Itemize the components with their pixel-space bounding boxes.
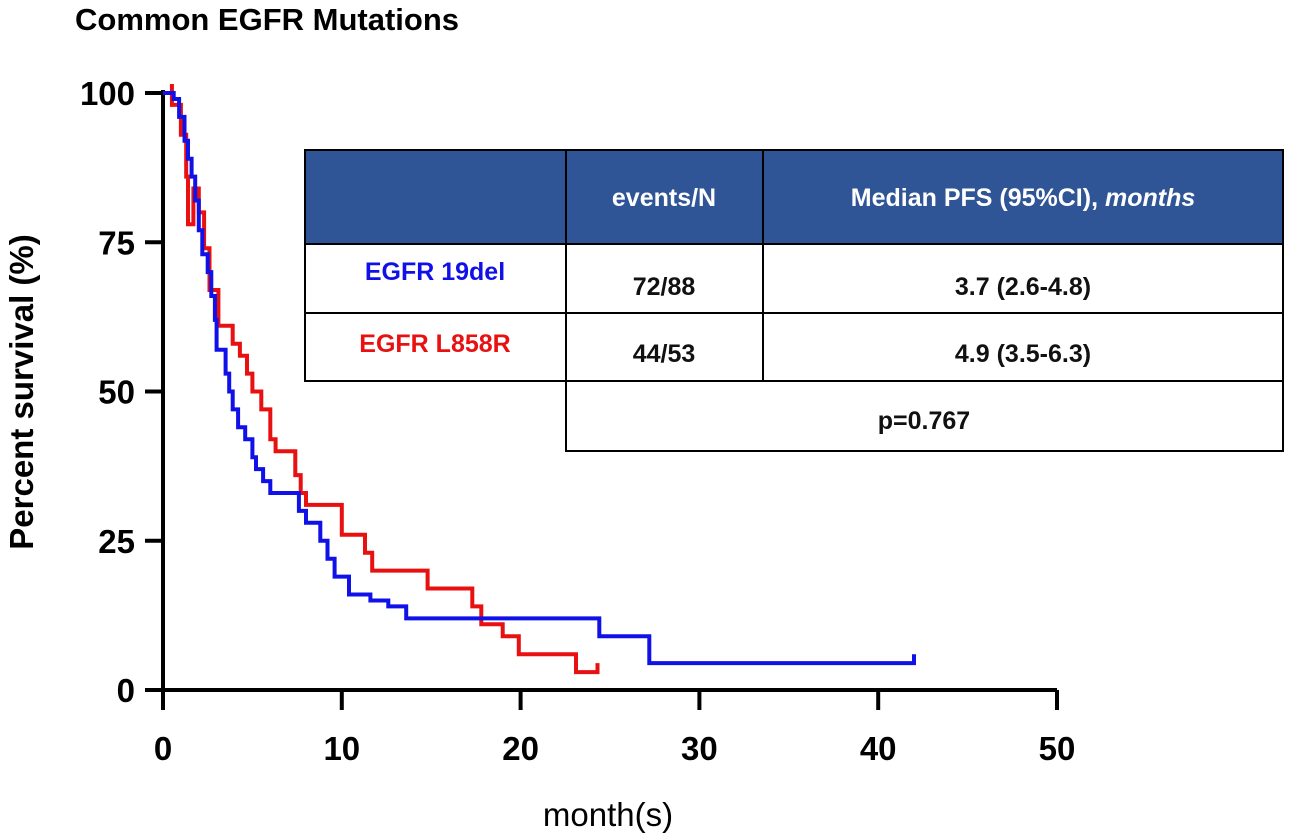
row-l858r-events: 44/53 — [633, 340, 696, 368]
table-header-background — [305, 150, 1283, 244]
y-tick-label: 50 — [98, 374, 135, 411]
row-label-l858r: EGFR L858R — [359, 330, 510, 358]
header-median-pfs: Median PFS (95%CI), months — [851, 184, 1196, 212]
series-group — [163, 84, 916, 675]
p-value: p=0.767 — [878, 407, 970, 435]
summary-table: events/N Median PFS (95%CI), months EGFR… — [304, 149, 1284, 452]
x-ticks: 0 10 20 30 40 50 — [154, 690, 1076, 767]
x-tick-label: 30 — [681, 730, 718, 767]
y-tick-label: 0 — [117, 672, 135, 709]
y-axis-label: Percent survival (%) — [3, 234, 40, 549]
x-tick-label: 20 — [502, 730, 539, 767]
x-tick-label: 50 — [1039, 730, 1076, 767]
y-ticks: 0 25 50 75 100 — [80, 75, 163, 709]
row-l858r-median: 4.9 (3.5-6.3) — [955, 340, 1091, 368]
series-line-egfr-19del — [163, 91, 916, 666]
header-events-n: events/N — [612, 184, 716, 212]
row-19del-events: 72/88 — [633, 273, 696, 301]
table-pvalue-background — [566, 381, 1283, 451]
chart-title: Common EGFR Mutations — [75, 2, 459, 37]
y-tick-label: 25 — [98, 523, 135, 560]
x-tick-label: 0 — [154, 730, 172, 767]
y-tick-label: 75 — [98, 224, 135, 261]
x-tick-label: 10 — [323, 730, 360, 767]
pvalue-cell-border — [565, 380, 1284, 452]
x-axis-label: month(s) — [543, 796, 673, 833]
row-label-19del: EGFR 19del — [365, 258, 505, 286]
row-19del-median: 3.7 (2.6-4.8) — [955, 273, 1091, 301]
x-tick-label: 40 — [860, 730, 897, 767]
y-tick-label: 100 — [80, 75, 135, 112]
